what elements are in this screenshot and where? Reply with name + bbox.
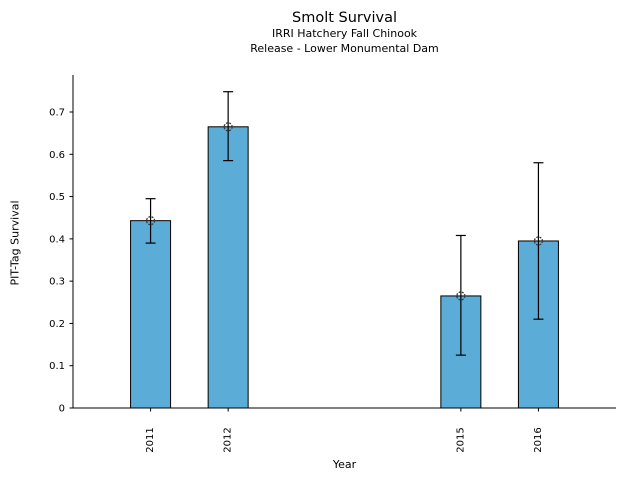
x-tick-label: 2016 — [533, 427, 544, 452]
y-tick-label: 0.3 — [49, 277, 65, 288]
x-tick-label: 2015 — [455, 427, 466, 452]
y-tick-label: 0.7 — [49, 108, 65, 119]
y-tick-label: 0 — [59, 404, 65, 415]
data-point-marker — [456, 291, 466, 301]
chart-title: Smolt Survival — [292, 10, 397, 26]
data-point-marker — [145, 216, 156, 226]
chart-subtitle-line2: Release - Lower Monumental Dam — [250, 42, 439, 55]
x-tick-label: 2011 — [145, 427, 156, 452]
x-axis-label: Year — [332, 458, 357, 471]
chart-subtitle-line1: IRRI Hatchery Fall Chinook — [271, 27, 418, 40]
x-tick-label: 2012 — [223, 427, 234, 452]
bar — [130, 220, 172, 409]
data-point-marker — [533, 236, 544, 246]
y-tick-label: 0.1 — [49, 361, 65, 372]
y-tick-label: 0.6 — [49, 150, 65, 161]
y-tick-label: 0.5 — [49, 192, 65, 203]
bar — [207, 126, 249, 409]
data-point-marker — [223, 122, 233, 132]
y-tick-label: 0.4 — [49, 234, 65, 245]
y-tick-label: 0.2 — [49, 319, 65, 330]
